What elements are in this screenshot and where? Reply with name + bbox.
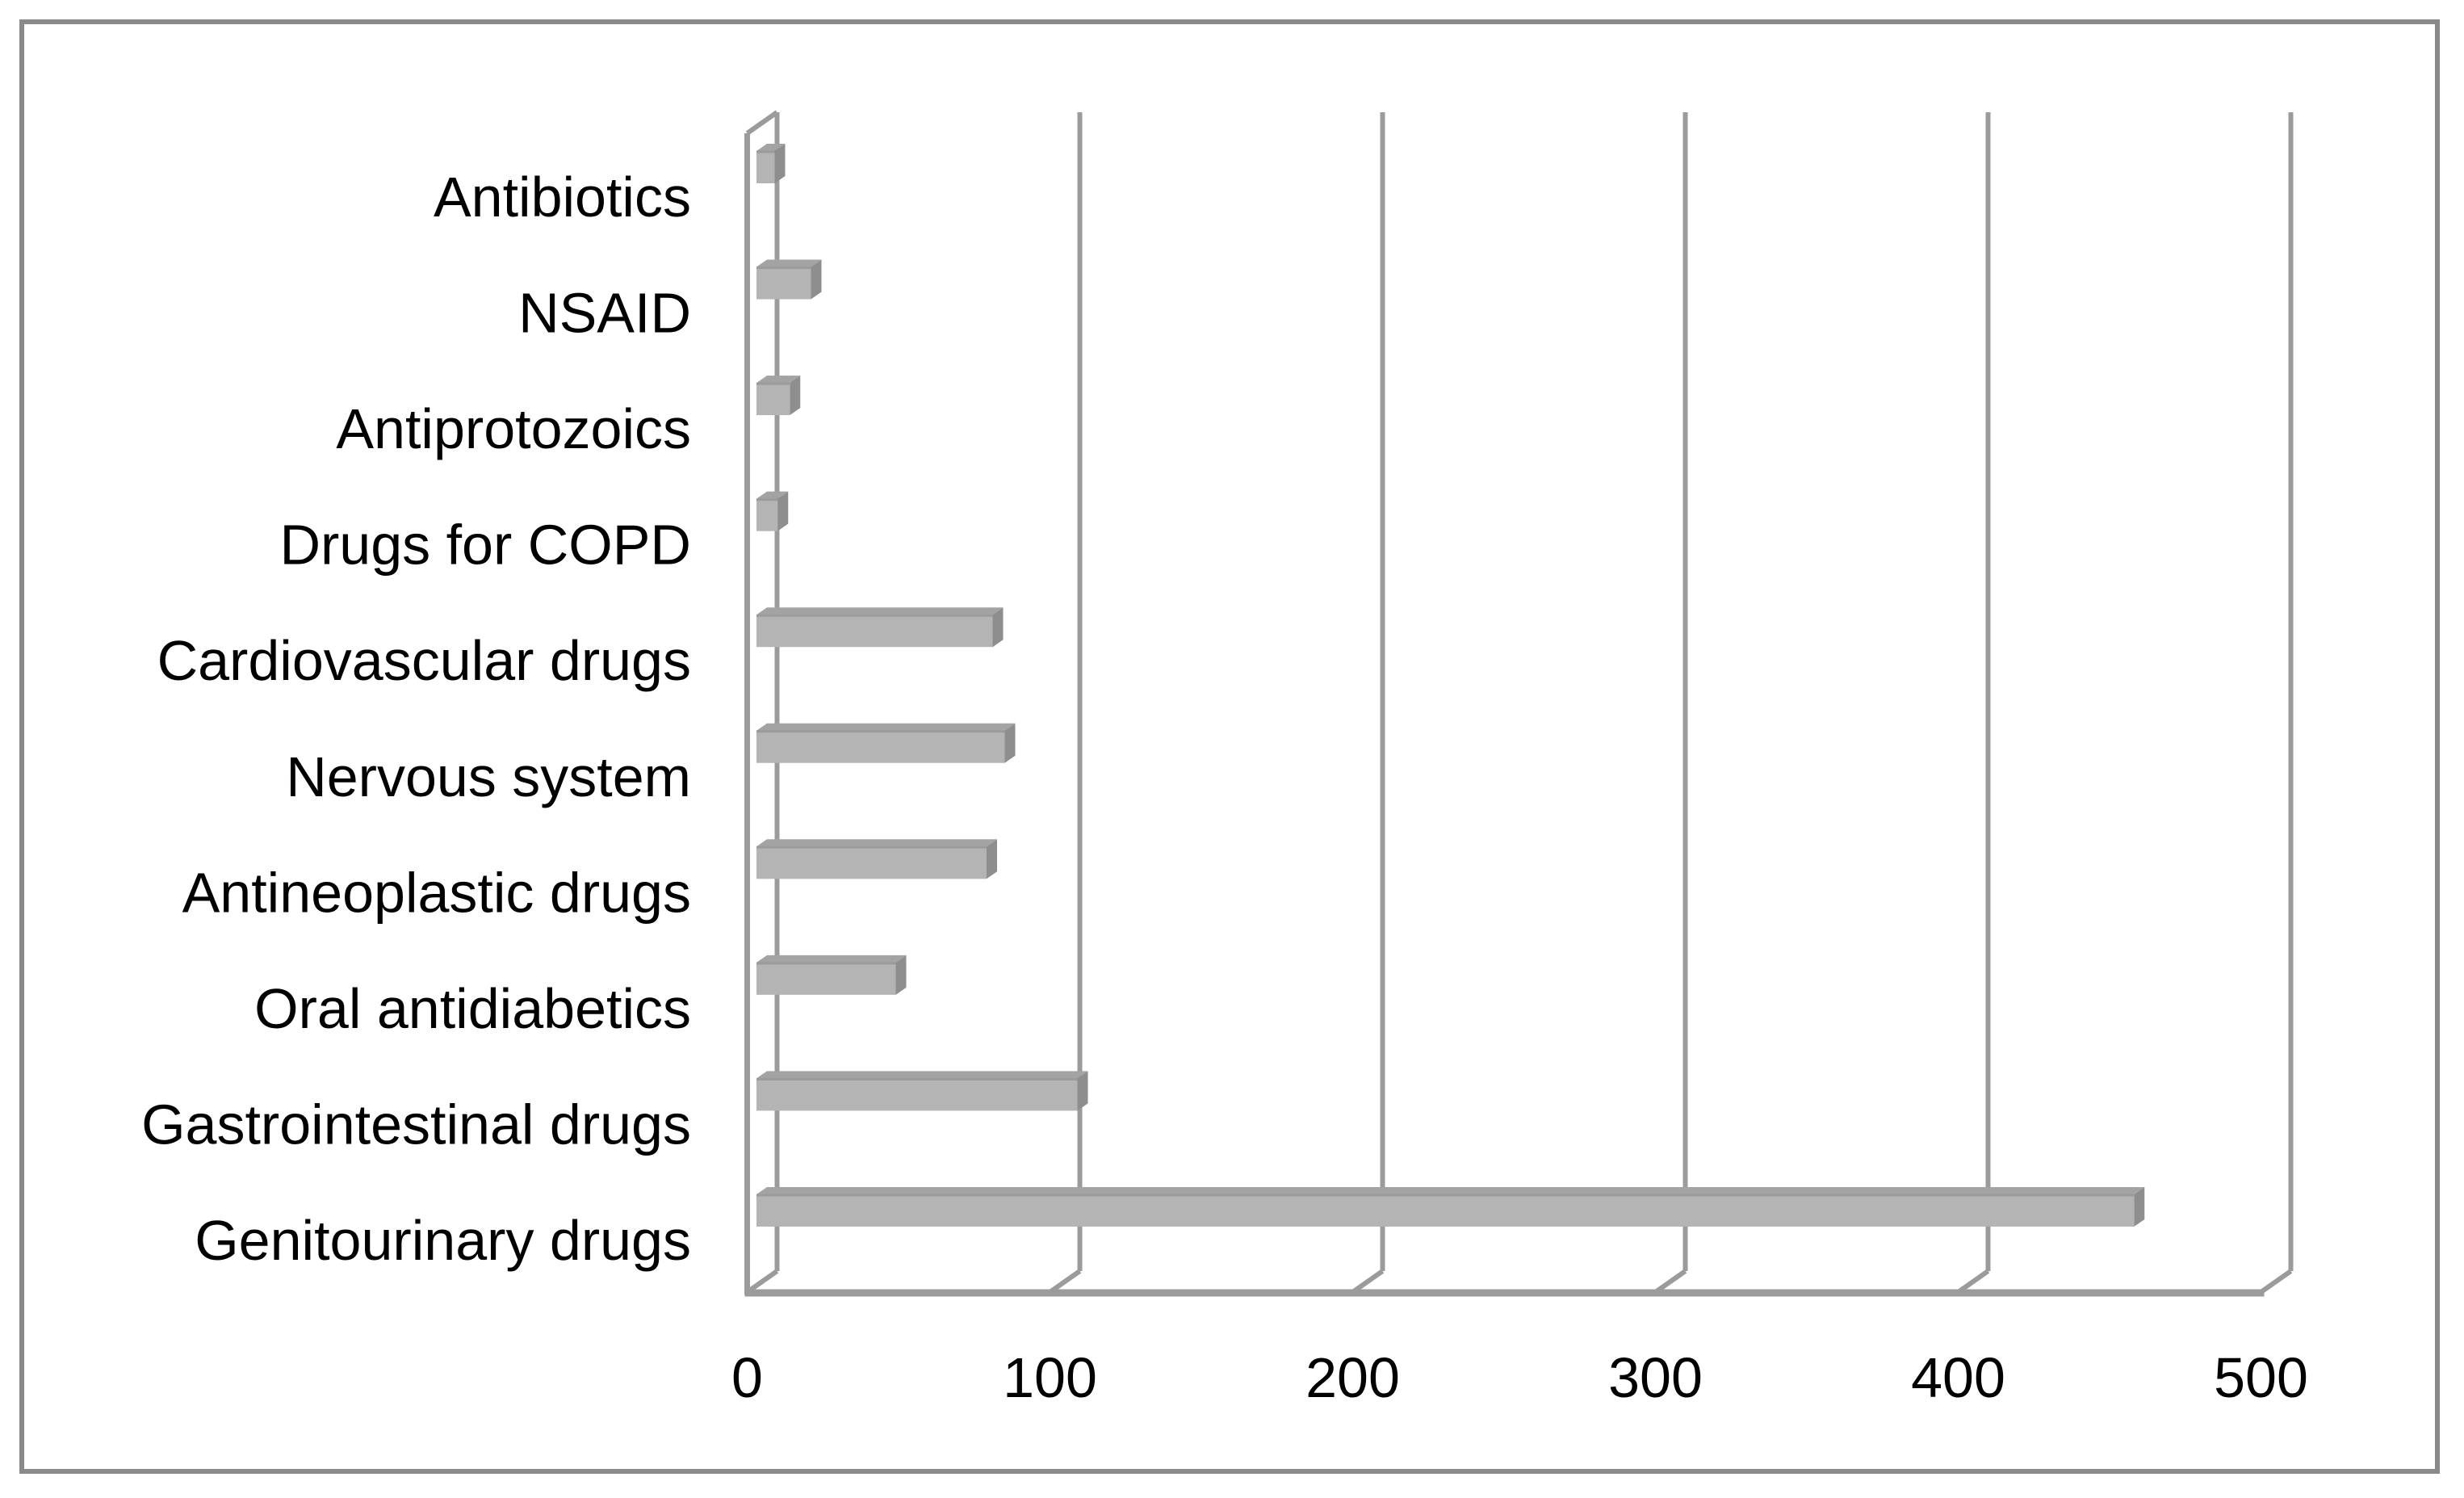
- bar-cardiovascular-drugs: [756, 615, 993, 648]
- chart-border: [19, 19, 2440, 1474]
- category-label-0: Antibiotics: [434, 166, 691, 229]
- category-label-7: Oral antidiabetics: [254, 977, 691, 1040]
- gridline-hook-200: [1351, 1269, 1385, 1294]
- category-label-1: NSAID: [518, 282, 691, 345]
- category-label-5: Nervous system: [286, 745, 691, 808]
- bar-side-face-5: [1004, 723, 1016, 763]
- bar-top-face-7: [756, 955, 907, 963]
- bar-antineoplastic-drugs: [756, 846, 987, 879]
- bar-side-face-0: [774, 144, 786, 183]
- bar-top-face-1: [756, 259, 822, 267]
- bar-top-face-8: [756, 1071, 1088, 1079]
- bar-top-face-2: [756, 376, 801, 384]
- bar-nsaid: [756, 266, 811, 300]
- category-label-6: Antineoplastic drugs: [182, 861, 691, 924]
- bar-side-face-8: [1077, 1071, 1088, 1111]
- bar-side-face-7: [895, 955, 907, 995]
- tick-label-300: 300: [1608, 1346, 1703, 1409]
- bar-top-face-5: [756, 723, 1016, 731]
- bar-side-face-1: [811, 259, 822, 300]
- tick-label-100: 100: [1003, 1346, 1097, 1409]
- bar-top-face-0: [756, 144, 786, 151]
- category-label-3: Drugs for COPD: [279, 514, 691, 577]
- bar-top-face-3: [756, 491, 789, 499]
- bar-antibiotics: [756, 151, 775, 183]
- bar-drugs-for-copd: [756, 498, 778, 531]
- bar-nervous-system: [756, 730, 1005, 763]
- bar-side-face-3: [777, 491, 789, 531]
- bar-side-face-9: [2134, 1186, 2145, 1227]
- gridline-hook-300: [1653, 1269, 1687, 1294]
- bar-top-face-9: [756, 1186, 2145, 1194]
- bar-oral-antidiabetics: [756, 962, 896, 995]
- category-label-9: Genitourinary drugs: [195, 1209, 691, 1272]
- bar-side-face-2: [790, 376, 801, 416]
- tick-label-0: 0: [731, 1346, 763, 1409]
- category-label-2: Antiprotozoics: [336, 397, 691, 460]
- bar-genitourinary-drugs: [756, 1194, 2135, 1227]
- gridline-hook-500: [2259, 1269, 2293, 1294]
- bar-top-face-6: [756, 839, 997, 847]
- bar-top-face-4: [756, 607, 1004, 615]
- gridline-hook-0: [745, 1269, 779, 1294]
- gridline-hook-100: [1048, 1269, 1082, 1294]
- category-label-4: Cardiovascular drugs: [157, 629, 691, 692]
- bar-gastrointestinal-drugs: [756, 1078, 1078, 1111]
- tick-label-200: 200: [1305, 1346, 1400, 1409]
- wall-top-depth-edge: [745, 110, 779, 136]
- gridline-hook-400: [1956, 1269, 1990, 1294]
- tick-label-500: 500: [2214, 1346, 2308, 1409]
- bar-side-face-6: [987, 839, 997, 879]
- bar-side-face-4: [992, 607, 1004, 648]
- category-label-8: Gastrointestinal drugs: [141, 1093, 691, 1156]
- bar-antiprotozoics: [756, 383, 790, 416]
- tick-label-400: 400: [1911, 1346, 2005, 1409]
